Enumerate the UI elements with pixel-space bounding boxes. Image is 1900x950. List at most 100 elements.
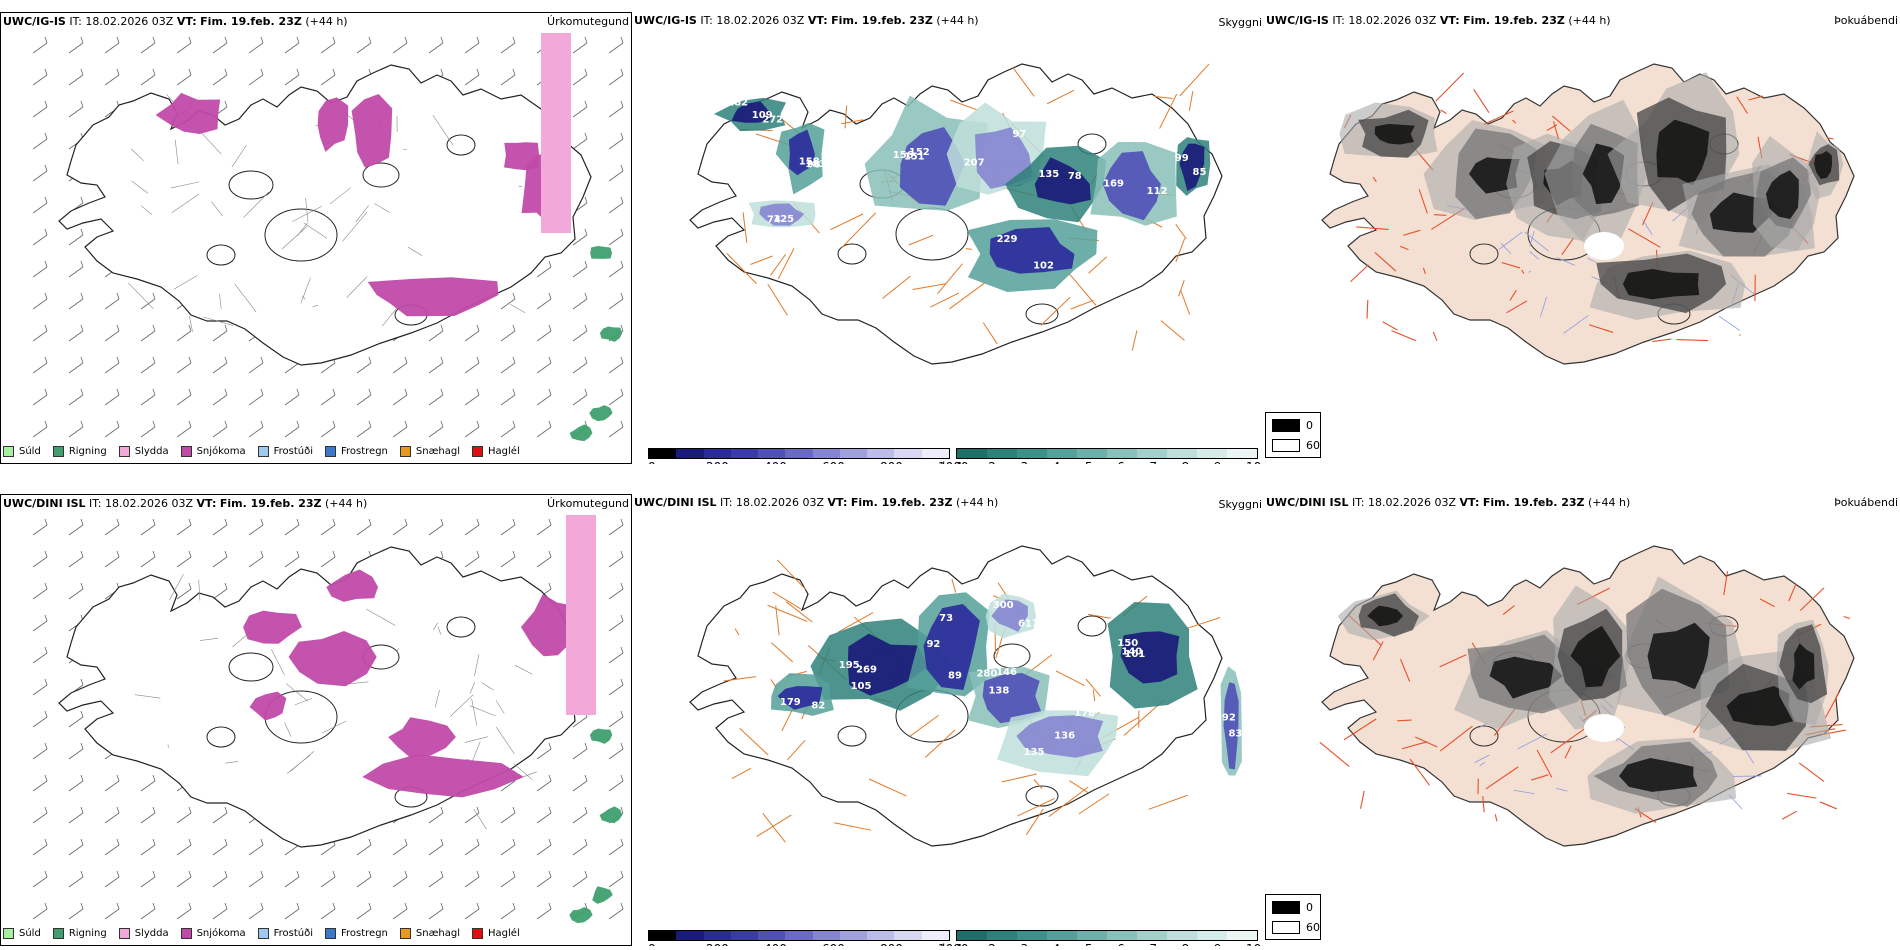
- legend-swatch: [52, 446, 64, 457]
- glacier-area: [1584, 714, 1624, 742]
- snow-depth-label: 97: [1012, 129, 1026, 140]
- snow-depth-label: 178: [1074, 708, 1095, 719]
- field-blob: [1792, 643, 1815, 690]
- colorbar-tick: 6: [1117, 942, 1125, 946]
- snow-depth-label: 229: [997, 234, 1018, 245]
- field-blob: [731, 101, 771, 123]
- colorbar-segment: [676, 931, 704, 940]
- colorbar-segment: [703, 449, 731, 458]
- colorbar-segment: [839, 449, 868, 458]
- precip-map: [32, 33, 624, 442]
- colorbar-tick: 200: [706, 942, 729, 946]
- panel-variable-label: Úrkomutegund: [547, 497, 629, 510]
- snow-depth-label: 136: [1054, 731, 1075, 742]
- field-blob: [788, 129, 815, 176]
- field-blob: [326, 569, 378, 602]
- glacier-outline: [264, 208, 338, 262]
- field-blob: [1647, 622, 1710, 690]
- legend-label: Frostregn: [341, 928, 388, 939]
- fog-swatch: [1272, 901, 1300, 914]
- legend-item: Snæhagl: [399, 928, 460, 939]
- colorbar-strip: [956, 930, 1258, 941]
- legend-item: Frostúði: [257, 928, 313, 939]
- precip-type-panel-top: UWC/IG-IS IT: 18.02.2026 03Z VT: Fim. 19…: [0, 12, 632, 464]
- field-blob: [975, 127, 1033, 189]
- snow-depth-label: 102: [1033, 261, 1054, 272]
- fog-value: 0: [1306, 419, 1313, 432]
- legend-label: Frostregn: [341, 446, 388, 457]
- colorbar-tick: 7: [1149, 460, 1157, 464]
- panel-variable-label: Þokuábendi: [1834, 14, 1898, 27]
- colorbar-segment: [1197, 931, 1227, 940]
- colorbar-tick: 10: [1246, 460, 1261, 464]
- snow-depth-label: 272: [762, 114, 783, 125]
- legend-swatch: [3, 446, 14, 457]
- legend-label: Frostúði: [273, 928, 313, 939]
- snow-depth-label: 98: [807, 159, 821, 170]
- fog-legend-row: 60: [1272, 921, 1320, 934]
- snow-depth-label: 158: [799, 156, 820, 167]
- field-blob: [243, 610, 302, 644]
- legend-item: Snæhagl: [399, 446, 461, 457]
- field-blob: [317, 97, 349, 152]
- glacier-outline: [1469, 243, 1499, 265]
- legend-label: Súld: [19, 928, 41, 939]
- legend-swatch: [52, 928, 64, 939]
- colorbar-segment: [758, 449, 786, 458]
- legend-item: Frostregn: [325, 928, 388, 939]
- legend-label: Snjókoma: [196, 446, 246, 457]
- legend-swatch: [472, 446, 484, 457]
- field-blob: [899, 127, 965, 206]
- glacier-outline: [446, 134, 476, 156]
- colorbar-segment: [1047, 931, 1077, 940]
- colorbar-segment: [921, 449, 949, 458]
- sleet-area: [566, 515, 596, 715]
- field-blob: [155, 92, 221, 134]
- field-blob: [1570, 625, 1621, 688]
- snow-depth-label: 269: [856, 664, 877, 675]
- legend-item: Rigning: [52, 928, 107, 939]
- colorbar-segment: [867, 449, 895, 458]
- legend-swatch: [472, 928, 484, 939]
- colorbar-segment: [921, 931, 949, 940]
- snow-depth-label: 207: [964, 157, 985, 168]
- colorbar-tick: 8: [1182, 942, 1190, 946]
- colorbar-tick: 7: [1149, 942, 1157, 946]
- precip-legend: Súld Rigning Slydda Snjókoma Frostúði Frostre…: [3, 446, 532, 457]
- colorbar-unit: km: [942, 460, 961, 464]
- colorbar-segment: [867, 931, 895, 940]
- legend-item: Frostregn: [325, 446, 388, 457]
- legend-swatch: [118, 446, 130, 457]
- snow-depth-label: 150: [1117, 638, 1138, 649]
- field-blob: [1367, 605, 1404, 627]
- field-blob: [1223, 682, 1239, 770]
- colorbar-unit: m: [634, 942, 646, 946]
- colorbar-tick: 8: [1182, 460, 1190, 464]
- colorbar-tick: 0: [648, 942, 656, 946]
- panel-title: UWC/DINI ISL IT: 18.02.2026 03Z VT: Fim.…: [634, 496, 999, 509]
- colorbar-tick: 600: [822, 942, 845, 946]
- legend-label: Slydda: [134, 928, 169, 939]
- precip-legend: Súld Rigning Slydda Snjókoma Frostúði Frostre…: [3, 928, 532, 939]
- legend-item: Frostúði: [257, 446, 313, 457]
- snow-depth-label: 617: [1018, 618, 1039, 629]
- snow-depth-label: 169: [1103, 178, 1124, 189]
- colorbar-segment: [1017, 931, 1047, 940]
- panel-title: UWC/IG-IS IT: 18.02.2026 03Z VT: Fim. 19…: [1266, 14, 1611, 27]
- fog-swatch: [1272, 439, 1300, 452]
- legend-label: Súld: [19, 446, 41, 457]
- fog-legend-row: 60: [1272, 439, 1320, 452]
- glacier-outline: [206, 244, 236, 266]
- snow-depth-label: 156: [893, 150, 914, 161]
- legend-swatch: [325, 446, 336, 457]
- field-blob: [589, 728, 613, 744]
- field-blob: [569, 424, 593, 442]
- field-blob: [1726, 686, 1795, 726]
- colorbar-segment: [1107, 931, 1137, 940]
- legend-swatch: [257, 928, 269, 939]
- colorbar-unit: km: [942, 942, 961, 946]
- legend-label: Snæhagl: [415, 446, 461, 457]
- snow-depth-label: 85: [1193, 167, 1207, 178]
- colorbar-segment: [1077, 449, 1107, 458]
- panel-title: UWC/DINI ISL IT: 18.02.2026 03Z VT: Fim.…: [1266, 496, 1631, 509]
